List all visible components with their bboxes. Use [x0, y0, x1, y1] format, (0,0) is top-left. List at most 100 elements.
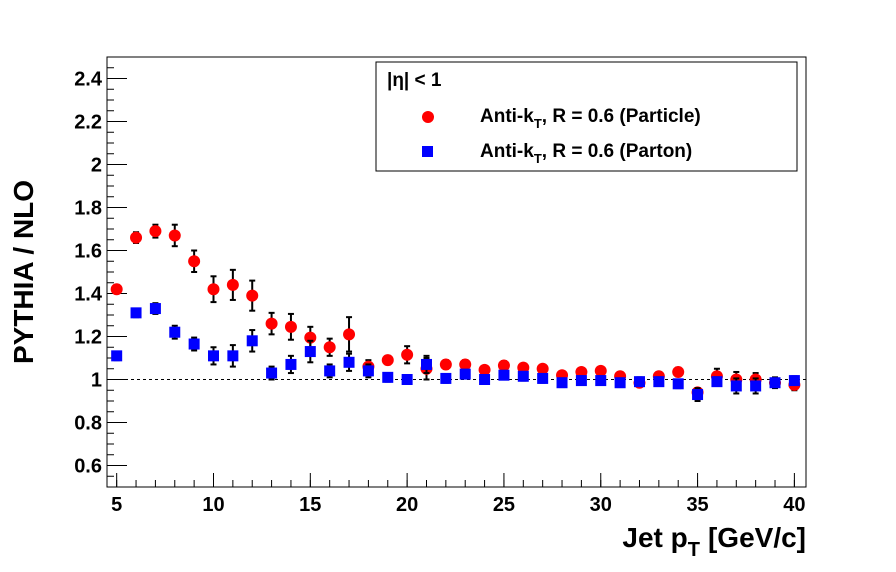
- particle-point: [672, 365, 685, 378]
- parton-point: [420, 358, 432, 370]
- particle-point: [343, 328, 356, 341]
- y-tick-label: 0.8: [74, 413, 102, 435]
- parton-point: [769, 377, 781, 389]
- parton-series: [111, 302, 800, 402]
- parton-point: [479, 374, 491, 385]
- legend-header: |η| < 1: [387, 70, 442, 91]
- legend-entry-particle: Anti-kT, R = 0.6 (Particle): [480, 106, 701, 131]
- legend-marker-particle: [422, 111, 434, 123]
- parton-point: [788, 375, 800, 387]
- parton-point: [188, 338, 200, 350]
- parton-point: [459, 368, 471, 380]
- particle-point: [284, 320, 297, 333]
- parton-point: [575, 375, 587, 387]
- particle-point: [110, 283, 123, 296]
- legend-marker-parton: [422, 146, 433, 157]
- legend-entry-particle-suffix: , R = 0.6 (Particle): [542, 106, 701, 127]
- legend-entry-parton-suffix: , R = 0.6 (Parton): [542, 141, 692, 162]
- axes: 0.6 0.8 1 1.2 1.4 1.6 1.8 2 2.2 2.4 5 10 15 20 25 30 35 4…: [74, 56, 806, 516]
- particle-point: [226, 278, 239, 291]
- parton-point: [730, 380, 742, 392]
- x-tick-label: 40: [783, 494, 805, 516]
- parton-point: [653, 376, 665, 388]
- x-tick-label: 10: [202, 494, 224, 516]
- parton-point: [266, 367, 278, 379]
- parton-point: [692, 389, 704, 401]
- particle-point: [497, 359, 510, 372]
- y-tick-label: 1: [91, 370, 102, 392]
- particle-point: [536, 362, 549, 375]
- particle-point: [439, 358, 452, 371]
- parton-point: [401, 374, 413, 385]
- legend: |η| < 1 Anti-kT, R = 0.6 (Particle) Anti…: [375, 61, 798, 172]
- y-axis-title: PYTHIA / NLO: [8, 180, 39, 364]
- x-axis-title-sub: T: [688, 539, 700, 561]
- x-tick-label: 5: [111, 494, 122, 516]
- x-axis-title: Jet pT [GeV/c]: [622, 522, 806, 561]
- particle-point: [478, 363, 491, 376]
- x-axis-title-main: Jet p: [622, 522, 687, 553]
- y-tick-label: 2.2: [74, 112, 102, 134]
- parton-point: [169, 326, 181, 338]
- particle-point: [168, 229, 181, 242]
- parton-point: [111, 350, 123, 362]
- y-tick-label: 2.4: [74, 69, 103, 91]
- particle-point: [594, 364, 607, 377]
- x-tick-label: 25: [493, 494, 515, 516]
- parton-point: [633, 376, 645, 388]
- x-tick-label: 35: [686, 494, 708, 516]
- particle-point: [381, 354, 394, 367]
- parton-point: [672, 378, 684, 390]
- legend-box: [375, 61, 798, 172]
- parton-point: [207, 350, 219, 362]
- particle-point: [246, 289, 259, 302]
- parton-point: [498, 369, 510, 381]
- y-tick-label: 0.6: [74, 456, 102, 478]
- parton-point: [556, 377, 568, 389]
- particle-point: [207, 283, 220, 296]
- parton-point: [246, 335, 258, 347]
- parton-point: [595, 375, 607, 387]
- parton-point: [149, 303, 161, 315]
- y-tick-label: 1.2: [74, 327, 102, 349]
- y-tick-label: 1.4: [74, 284, 103, 306]
- y-tick-label: 1.8: [74, 198, 102, 220]
- x-tick-label: 20: [396, 494, 418, 516]
- x-tick-label: 30: [590, 494, 612, 516]
- particle-point: [517, 361, 530, 374]
- x-axis-title-unit: [GeV/c]: [708, 522, 806, 553]
- legend-entry-particle-sub: T: [534, 116, 542, 131]
- legend-entry-parton-sub: T: [534, 151, 542, 166]
- parton-point: [517, 370, 529, 382]
- parton-point: [382, 371, 394, 383]
- legend-entry-parton-prefix: Anti-k: [480, 141, 534, 162]
- particle-point: [323, 341, 336, 354]
- particle-point: [188, 255, 201, 268]
- parton-point: [537, 372, 549, 384]
- parton-point: [711, 376, 723, 388]
- particle-series: [110, 223, 801, 399]
- particle-point: [459, 358, 472, 371]
- parton-point: [324, 365, 336, 377]
- parton-point: [304, 346, 316, 358]
- data-series: [110, 223, 801, 402]
- particle-point: [401, 348, 414, 361]
- parton-point: [343, 356, 355, 368]
- particle-point: [265, 317, 278, 330]
- parton-point: [227, 350, 239, 362]
- particle-point: [149, 225, 162, 238]
- legend-entry-particle-prefix: Anti-k: [480, 106, 534, 127]
- parton-point: [750, 380, 762, 392]
- y-tick-label: 2: [91, 155, 102, 177]
- x-tick-label: 15: [299, 494, 321, 516]
- particle-point: [130, 231, 143, 244]
- particle-point: [575, 365, 588, 378]
- parton-point: [362, 365, 374, 377]
- legend-entry-parton: Anti-kT, R = 0.6 (Parton): [480, 141, 692, 166]
- parton-point: [285, 358, 297, 370]
- parton-point: [440, 372, 452, 384]
- parton-point: [130, 307, 142, 319]
- y-tick-label: 1.6: [74, 241, 102, 263]
- parton-point: [614, 377, 626, 389]
